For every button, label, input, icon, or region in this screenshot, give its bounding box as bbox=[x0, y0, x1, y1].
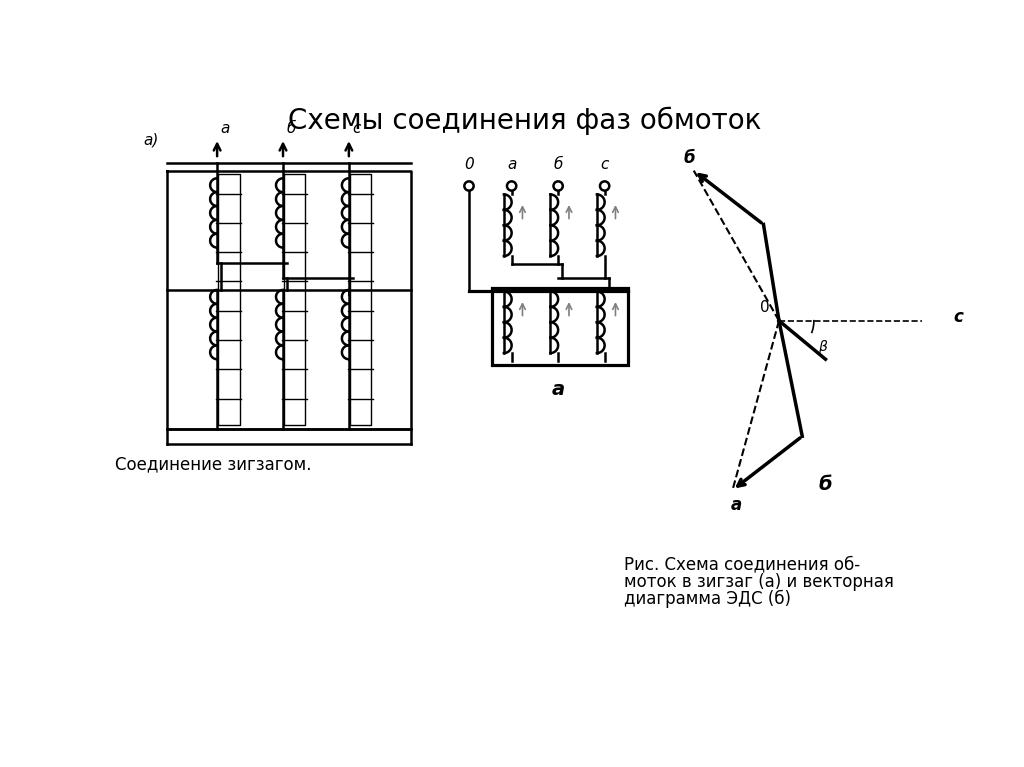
Text: б: б bbox=[684, 149, 695, 166]
Text: с: с bbox=[600, 157, 609, 172]
Text: б: б bbox=[553, 157, 563, 172]
Text: 0: 0 bbox=[760, 300, 770, 314]
Text: Рис. Схема соединения об-: Рис. Схема соединения об- bbox=[624, 555, 860, 574]
Text: а): а) bbox=[143, 133, 159, 147]
Bar bbox=[493, 288, 628, 364]
Text: моток в зигзаг (а) и векторная: моток в зигзаг (а) и векторная bbox=[624, 572, 894, 591]
Text: β: β bbox=[818, 340, 826, 354]
Text: с: с bbox=[352, 121, 360, 136]
Text: Соединение зигзагом.: Соединение зигзагом. bbox=[115, 456, 311, 473]
Text: а: а bbox=[552, 380, 564, 399]
Text: а: а bbox=[507, 157, 516, 172]
Text: Схемы соединения фаз обмоток: Схемы соединения фаз обмоток bbox=[288, 107, 762, 135]
Text: б: б bbox=[818, 475, 833, 494]
Text: а: а bbox=[731, 496, 742, 515]
Text: б: б bbox=[286, 121, 296, 136]
Text: 0: 0 bbox=[464, 157, 474, 172]
Text: а: а bbox=[220, 121, 229, 136]
Text: с: с bbox=[953, 308, 964, 326]
Text: диаграмма ЭДС (б): диаграмма ЭДС (б) bbox=[624, 590, 791, 607]
